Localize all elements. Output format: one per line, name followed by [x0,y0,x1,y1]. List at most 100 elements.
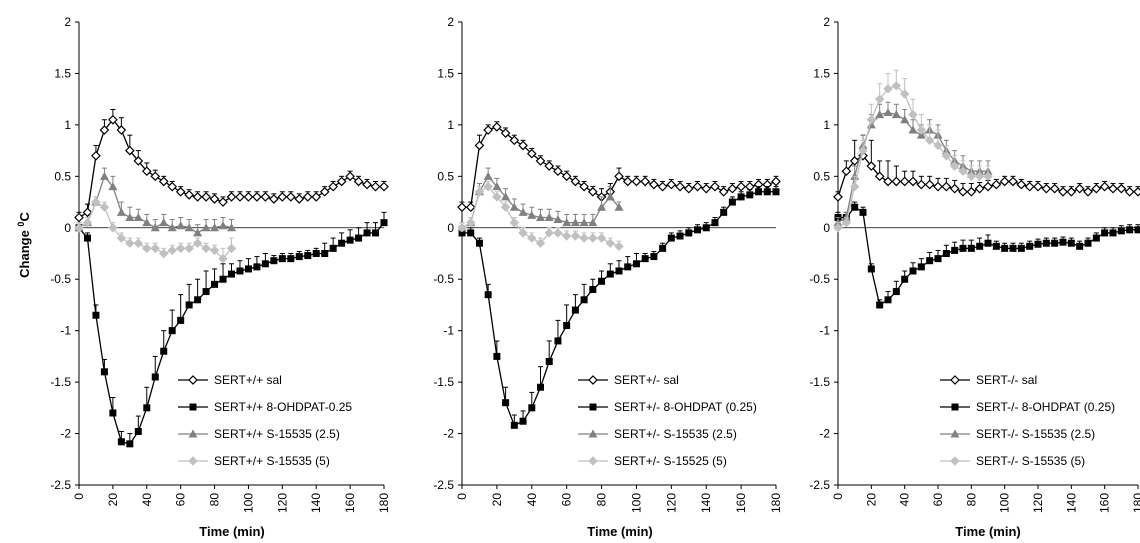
data-point [598,277,606,285]
data-point [570,176,581,187]
data-point [201,223,211,232]
data-point [319,186,330,197]
x-tick-label: 140 [699,493,713,513]
data-point [492,192,502,202]
data-point [908,109,918,120]
data-point [858,145,868,156]
x-tick-label: 20 [490,493,504,507]
data-point [984,239,992,247]
data-point [659,244,667,252]
data-point [728,198,736,206]
data-point [125,238,135,248]
x-tick-label: 180 [377,493,391,513]
y-tick-label: -2.5 [50,478,71,492]
data-point [209,194,220,204]
data-point [675,181,685,192]
data-point [116,233,127,243]
data-point [159,248,169,259]
data-point [841,217,852,228]
data-point [475,239,483,247]
data-point [109,409,117,417]
data-point [535,156,546,166]
data-point [683,183,694,194]
data-point [509,135,520,146]
data-point [544,228,554,238]
data-point [492,122,502,132]
y-tick-label: 0.5 [813,169,830,183]
data-point [1116,183,1127,194]
data-point [711,219,719,227]
data-point [1108,183,1118,194]
data-point [311,192,322,202]
y-tick-label: 0.5 [437,169,454,183]
data-point [1051,239,1059,247]
series-line [462,126,777,208]
x-tick-label: 40 [898,493,912,507]
series-line [78,118,384,219]
panel-sert-het: 21.510.50-0.5-1-1.5-2-2.50 20 40 60 80 100 120… [433,15,783,539]
data-point [380,219,388,227]
data-point [219,275,227,283]
x-tick-label: 0 [72,493,86,500]
data-point [666,179,677,190]
data-point [302,192,313,202]
y-tick-label: -0.5 [809,272,830,286]
y-tick-label: -1.5 [433,375,454,389]
data-point [916,179,927,190]
data-point [285,192,296,202]
legend: SERT+/+ sal SERT+/+ 8-OHDPAT-0.25 SERT+/+ … [178,373,352,468]
data-point [554,337,562,345]
data-point [983,171,993,182]
data-point [235,192,245,202]
data-point [544,161,555,171]
data-point [1001,244,1009,252]
data-point [949,183,960,194]
data-point [875,110,885,119]
data-point [934,255,942,263]
data-point [176,221,186,230]
data-point [483,171,493,180]
y-tick-label: -1 [819,324,830,338]
data-point [1117,227,1125,235]
x-tick-label: 120 [664,493,678,513]
data-point [562,218,572,227]
data-point [622,176,633,187]
data-point [941,151,952,161]
y-tick-label: 1 [447,118,454,132]
data-point [605,238,615,248]
data-point [1133,186,1140,197]
data-point [571,306,579,314]
legend-marker [950,456,960,466]
x-tick-label: 100 [629,493,643,513]
data-point [570,218,580,227]
data-point [851,203,859,211]
data-point [951,246,959,254]
legend-label: SERT-/- sal [976,373,1037,387]
data-point [526,148,537,159]
legend: SERT+/- sal SERT+/- 8-OHDPAT (0.25) SERT+/… [578,373,757,468]
legend-marker [188,429,198,438]
data-point [502,399,510,407]
data-point [849,156,860,166]
data-point [211,280,219,288]
data-point [587,186,598,197]
data-point [457,223,467,233]
legend-marker [189,403,197,411]
data-point [976,242,984,250]
data-point [99,171,109,180]
data-point [159,218,169,227]
data-point [606,270,614,278]
data-point [841,166,852,177]
data-point [194,296,202,304]
data-point [74,212,84,223]
data-point [991,179,1002,190]
legend-marker [188,375,198,385]
data-point [353,176,364,187]
data-point [108,182,118,191]
data-point [605,192,615,201]
data-point [916,125,927,135]
x-tick-label: 0 [831,493,845,500]
legend-marker [588,375,598,385]
data-point [527,210,537,219]
x-tick-label: 40 [140,493,154,507]
